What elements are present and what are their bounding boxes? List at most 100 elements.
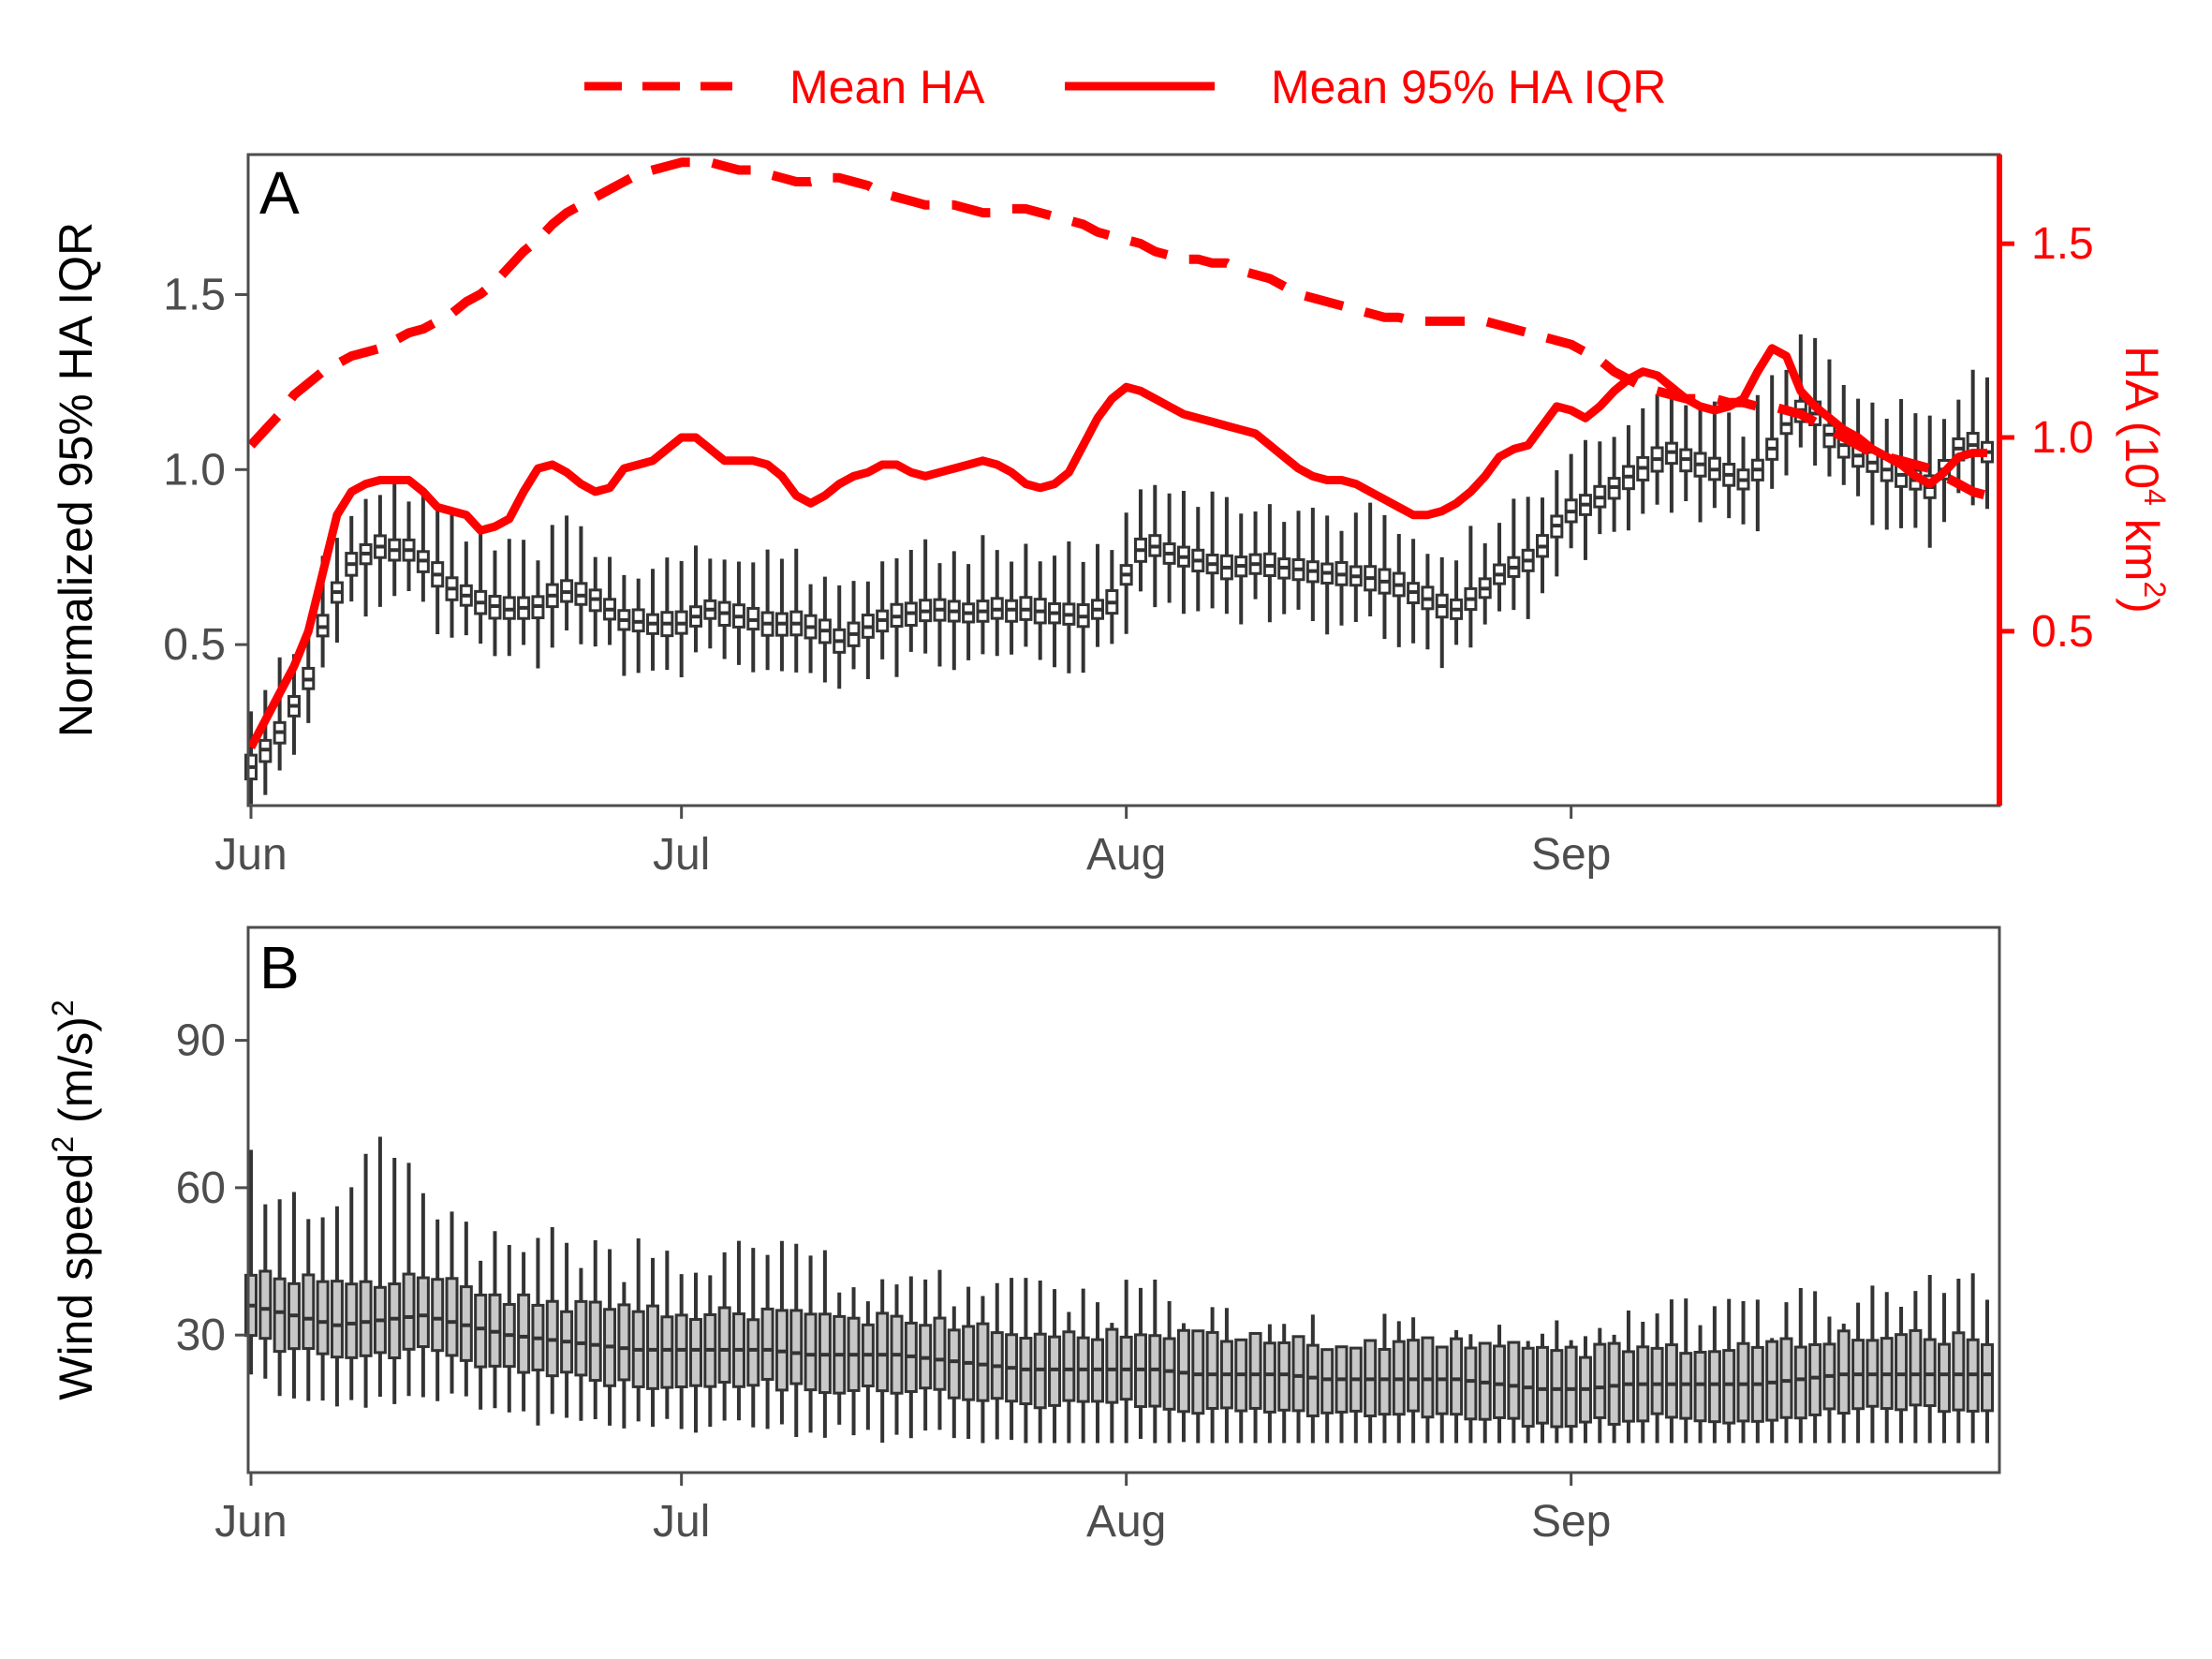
y2-title-mid: km [2116, 506, 2168, 582]
y-axis-title-b: Wind speed2 (m/s)2 [46, 1000, 102, 1400]
y2-tick-label-a: 0.5 [2031, 607, 2094, 657]
y2-axis-title-a: HA (104 km2) [2116, 346, 2172, 614]
legend: Mean HA Mean 95% HA IQR [584, 61, 1666, 113]
series-lines-a [247, 157, 1989, 750]
box-b-box [760, 1307, 774, 1381]
box-b-box [1981, 1342, 1994, 1413]
box-b-box [316, 1280, 330, 1355]
box-b-box [1378, 1347, 1392, 1416]
box-b-box [933, 1316, 947, 1391]
box-b-box [1664, 1343, 1678, 1419]
box-b-box [1593, 1342, 1607, 1419]
box-b-box [789, 1309, 804, 1385]
y-tick-label-a: 1.5 [163, 270, 226, 319]
legend-mean-ha-label: Mean HA [789, 61, 985, 113]
box-b-box [746, 1318, 760, 1387]
box-b-box [1191, 1329, 1205, 1415]
x-tick-label-b: Sep [1531, 1497, 1611, 1547]
box-b-box [1248, 1331, 1262, 1410]
box-b-box [302, 1273, 316, 1351]
box-b-box [1938, 1342, 1952, 1414]
box-b-box [1650, 1346, 1664, 1415]
x-tick-label-b: Aug [1086, 1497, 1166, 1547]
box-b-box [1909, 1328, 1923, 1407]
y2-title-main: HA (10 [2116, 346, 2168, 489]
box-b-box [947, 1328, 961, 1400]
box-b-box [1736, 1341, 1750, 1423]
x-tick-label-a: Jun [214, 830, 287, 880]
panel-a-frame [246, 153, 2001, 807]
box-b-box [517, 1293, 531, 1374]
box-b-box [330, 1280, 344, 1359]
box-b-box [646, 1304, 660, 1390]
y-tick-label-b: 90 [176, 1016, 226, 1066]
box-b-box [1895, 1333, 1909, 1412]
box-b-box [359, 1280, 373, 1357]
box-b-box [1808, 1342, 1822, 1416]
y-title-b-sup2: 2 [46, 1000, 80, 1016]
box-b-box [617, 1303, 631, 1382]
y-title-b-sup1: 2 [46, 1136, 80, 1153]
box-b-box [1621, 1350, 1635, 1423]
box-b-box [1607, 1341, 1621, 1426]
box-b-box [1062, 1330, 1076, 1402]
box-b-box [388, 1282, 402, 1360]
y-tick-label-b: 30 [176, 1311, 226, 1360]
box-b-box [416, 1276, 430, 1349]
panel-a-label: A [259, 159, 300, 227]
box-b-box [1105, 1327, 1119, 1404]
box-b-box [1707, 1350, 1721, 1424]
panel-b-frame [246, 926, 2001, 1474]
box-b-box [1205, 1330, 1219, 1411]
legend-mean-iqr-label: Mean 95% HA IQR [1271, 61, 1666, 113]
mean-iqr-line [247, 344, 1987, 750]
box-b-box [1407, 1339, 1421, 1413]
y-title-b-main: Wind speed [50, 1153, 102, 1400]
box-b-box [258, 1269, 273, 1341]
box-b-box [1536, 1345, 1550, 1425]
box-b-box [1564, 1345, 1578, 1429]
box-b-box [273, 1277, 287, 1354]
box-b-box [1722, 1349, 1736, 1425]
y-axis-a: 0.5 1.0 1.5 [163, 270, 248, 670]
x-tick-label-b: Jun [214, 1497, 287, 1547]
box-b-box [876, 1311, 890, 1393]
box-b-box [1305, 1343, 1320, 1417]
box-b-box [1493, 1344, 1507, 1419]
box-b-box [660, 1315, 674, 1389]
x-tick-label-a: Aug [1086, 830, 1166, 880]
box-b-box [402, 1272, 416, 1351]
box-b-box [588, 1300, 602, 1383]
box-b-box [1693, 1351, 1707, 1423]
x-tick-label-a: Sep [1531, 830, 1611, 880]
box-b-box [345, 1282, 359, 1359]
box-b-box [1291, 1335, 1305, 1413]
y2-title-sup1: 4 [2138, 489, 2172, 506]
boxplots-b [244, 1136, 1994, 1444]
panel-b-label: B [259, 934, 300, 1001]
y-axis-title-a: Normalized 95% HA IQR [50, 222, 102, 737]
y-tick-label-a: 1.0 [163, 445, 226, 495]
x-tick-label-b: Jul [653, 1497, 710, 1547]
box-b-box [1450, 1337, 1464, 1416]
box-b-box [474, 1293, 488, 1369]
y-tick-label-b: 60 [176, 1163, 226, 1213]
box-b-box [445, 1277, 459, 1357]
box-b-box [976, 1322, 990, 1402]
mean-ha-line [247, 157, 1989, 500]
box-b-box [717, 1306, 731, 1385]
box-b-box [1162, 1337, 1176, 1411]
box-b-box [1277, 1341, 1291, 1412]
y-title-b-mid: (m/s) [50, 1016, 102, 1136]
box-b-box [431, 1278, 445, 1353]
box-b-box [1836, 1329, 1851, 1415]
y2-title-end: ) [2116, 598, 2168, 614]
box-b-box [1779, 1337, 1793, 1419]
box-b-box [1262, 1341, 1276, 1414]
box-b-box [1793, 1345, 1807, 1420]
box-b-box [1507, 1341, 1521, 1420]
box-b-box [804, 1312, 818, 1392]
y-axis-b: 30 60 90 [176, 1016, 248, 1360]
